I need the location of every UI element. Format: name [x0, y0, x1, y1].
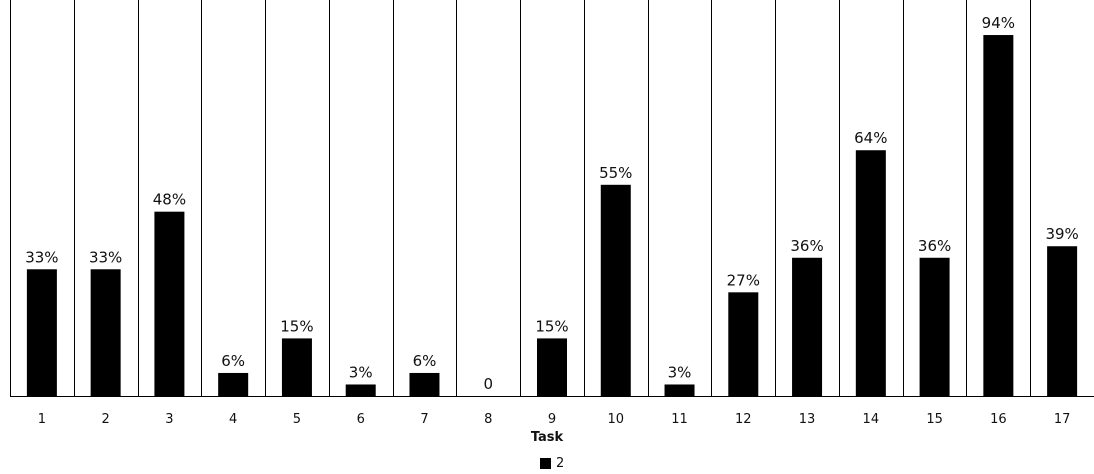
- x-tick-label: 11: [671, 412, 688, 427]
- data-label: 0: [483, 375, 493, 393]
- bar: [664, 384, 695, 396]
- x-tick-label: 6: [357, 412, 365, 427]
- x-tick-labels: 1 2 3 4 5 6 7 8 9 10 11 12 13 14 15 16 17: [38, 412, 1071, 427]
- data-label: 36%: [918, 237, 951, 255]
- bar: [90, 269, 121, 396]
- bar: [409, 372, 440, 396]
- data-label: 3%: [349, 363, 373, 381]
- bar: [218, 372, 249, 396]
- x-tick-label: 9: [548, 412, 556, 427]
- data-label: 33%: [25, 248, 58, 266]
- data-label: 94%: [982, 14, 1015, 32]
- x-tick-label: 14: [863, 412, 880, 427]
- x-tick-label: 8: [484, 412, 492, 427]
- x-tick-label: 15: [926, 412, 943, 427]
- data-label: 6%: [221, 352, 245, 370]
- data-label: 27%: [727, 271, 760, 289]
- data-label: 39%: [1045, 225, 1078, 243]
- legend-label: 2: [556, 456, 565, 471]
- bar: [281, 338, 312, 396]
- data-label: 6%: [413, 352, 437, 370]
- bar: [154, 211, 185, 396]
- data-label: 33%: [89, 248, 122, 266]
- category-separators: [10, 0, 1031, 396]
- bar: [792, 257, 823, 396]
- x-axis-title: Task: [530, 430, 564, 445]
- x-tick-label: 2: [102, 412, 110, 427]
- legend: 2: [540, 456, 564, 471]
- bar: [26, 269, 57, 396]
- bar: [345, 384, 376, 396]
- x-tick-label: 13: [799, 412, 816, 427]
- x-tick-label: 7: [420, 412, 428, 427]
- legend-swatch: [540, 458, 551, 469]
- bar: [855, 150, 886, 396]
- x-tick-label: 5: [293, 412, 301, 427]
- data-label: 55%: [599, 164, 632, 182]
- data-label: 36%: [790, 237, 823, 255]
- bar: [1047, 246, 1078, 396]
- data-label: 64%: [854, 129, 887, 147]
- data-label: 15%: [535, 317, 568, 335]
- data-labels: 33% 33% 48% 6% 15% 3% 6% 0 15% 55% 3% 27% 36% 64% 36% 9…: [25, 14, 1079, 393]
- x-tick-label: 4: [229, 412, 237, 427]
- x-tick-label: 12: [735, 412, 752, 427]
- data-label: 48%: [153, 191, 186, 209]
- bar: [983, 35, 1014, 396]
- x-tick-label: 1: [38, 412, 46, 427]
- bar: [728, 292, 759, 396]
- bars: [26, 35, 1078, 396]
- data-label: 3%: [668, 363, 692, 381]
- x-tick-label: 3: [165, 412, 173, 427]
- bar: [537, 338, 567, 396]
- bar: [919, 257, 950, 396]
- data-label: 15%: [280, 317, 313, 335]
- x-tick-label: 10: [607, 412, 624, 427]
- x-tick-label: 17: [1054, 412, 1071, 427]
- bar: [600, 184, 631, 396]
- x-tick-label: 16: [990, 412, 1007, 427]
